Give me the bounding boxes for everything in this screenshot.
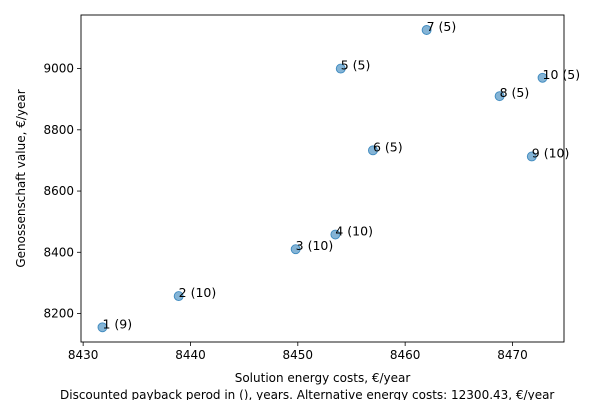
data-point — [330, 229, 341, 240]
plot-frame — [80, 14, 565, 343]
y-tick-label: 8400 — [43, 245, 74, 259]
x-tick-label: 8460 — [390, 348, 421, 362]
y-axis-label: Genossenschaft value, €/year — [14, 89, 28, 267]
data-point — [97, 322, 108, 333]
x-axis-label: Solution energy costs, €/year — [235, 371, 411, 385]
y-tick-label: 9000 — [43, 62, 74, 76]
data-point-label: 3 (10) — [296, 238, 334, 253]
data-point-label: 1 (9) — [102, 316, 132, 331]
data-point-label: 6 (5) — [373, 139, 403, 154]
y-tick-label: 8200 — [43, 307, 74, 321]
x-tick-label: 8450 — [283, 348, 314, 362]
x-tick-label: 8470 — [497, 348, 528, 362]
y-axis-ticks: 8200 8400 8600 8800 9000 — [43, 62, 81, 321]
data-point — [367, 145, 378, 156]
data-point — [537, 72, 548, 83]
data-point-label: 8 (5) — [500, 85, 530, 100]
data-point-label: 10 (5) — [543, 67, 581, 82]
data-point-label: 5 (5) — [341, 58, 371, 73]
data-point-label: 9 (10) — [532, 145, 570, 160]
data-point-label: 4 (10) — [335, 224, 373, 239]
x-axis-ticks: 8430 8440 8450 8460 8470 — [68, 342, 528, 362]
data-point-label: 7 (5) — [427, 19, 457, 34]
x-tick-label: 8430 — [68, 348, 99, 362]
y-tick-label: 8600 — [43, 184, 74, 198]
data-point — [526, 151, 537, 162]
data-point — [494, 91, 505, 102]
data-point — [421, 25, 432, 35]
data-labels: 1 (9) 2 (10) 3 (10)4 (10) 5 (5) 6 (5) 7 (5) 8 … — [102, 19, 580, 331]
y-tick-label: 8800 — [43, 123, 74, 137]
x-tick-label: 8440 — [175, 348, 206, 362]
data-point — [290, 244, 301, 255]
data-point — [173, 291, 184, 302]
data-points — [97, 25, 548, 333]
plot-background — [81, 15, 564, 342]
data-point — [335, 63, 346, 74]
data-point-label: 2 (10) — [179, 285, 217, 300]
chart-caption: Discounted payback perod in (), years. A… — [60, 388, 554, 400]
